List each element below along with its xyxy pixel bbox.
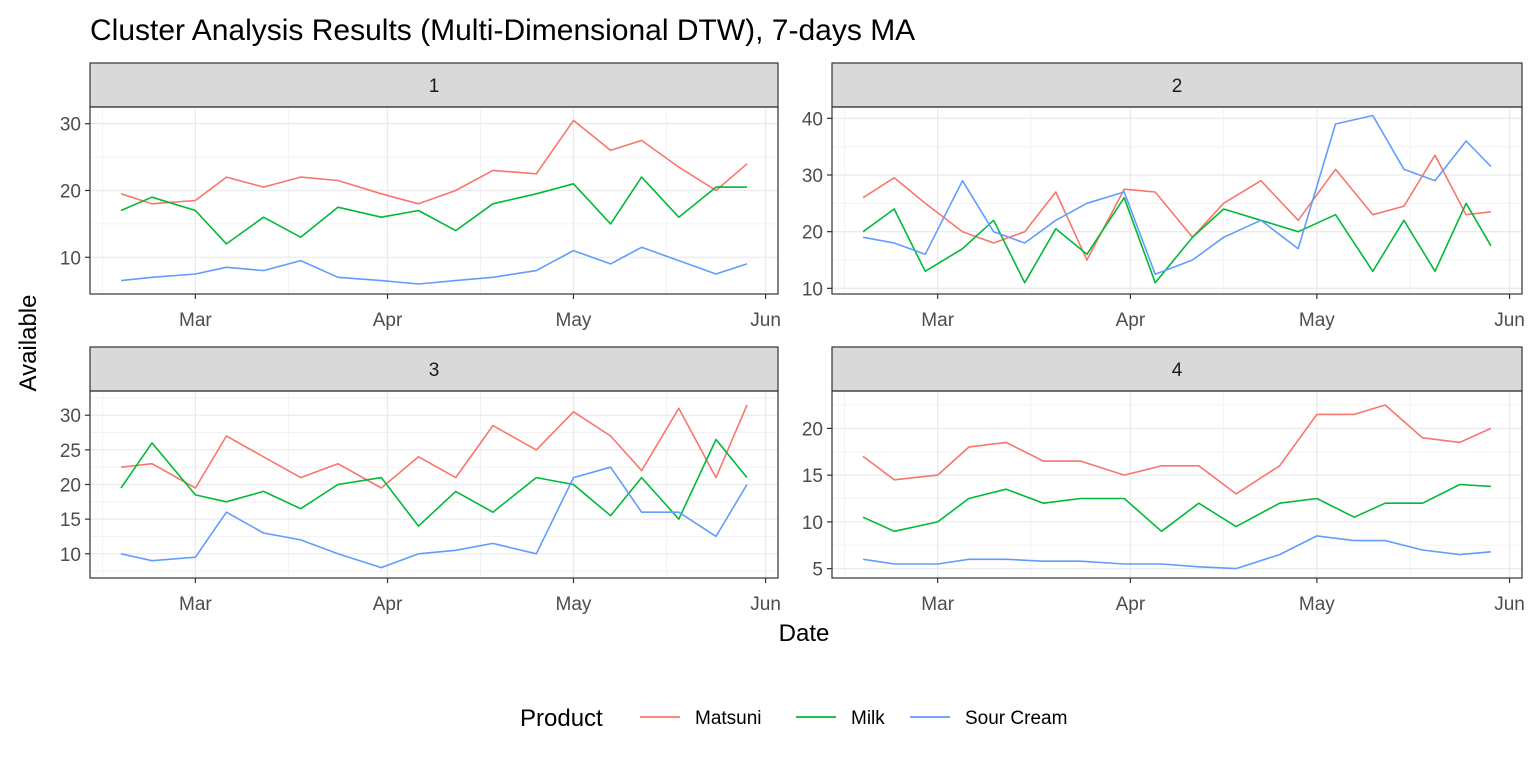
panel-4: 4 5 10 15 20 Mar Apr May Jun: [802, 346, 1525, 615]
panel-border: [89, 106, 779, 295]
y-tick-label: 30: [60, 115, 81, 136]
y-tick-label: 20: [60, 181, 81, 202]
y-tick-label: 10: [802, 279, 823, 300]
series-matsuni: [120, 404, 748, 489]
x-tick-label: May: [1299, 594, 1335, 615]
x-tick-label: Jun: [750, 594, 781, 615]
legend: Product Matsuni Milk Sour Cream: [520, 705, 1067, 732]
strip-3: [89, 346, 779, 392]
y-tick-label: 40: [802, 109, 823, 130]
series-milk: [862, 483, 1491, 533]
legend-title: Product: [520, 705, 603, 732]
legend-label: Sour Cream: [965, 708, 1067, 729]
x-tick-label: May: [1299, 310, 1335, 331]
series-milk: [120, 438, 748, 527]
strip-label: 4: [1172, 360, 1183, 381]
y-tick-label: 10: [60, 248, 81, 269]
x-tick-label: Apr: [373, 594, 403, 615]
x-tick-label: Apr: [1116, 594, 1146, 615]
chart-title: Cluster Analysis Results (Multi-Dimensio…: [90, 14, 915, 47]
series-matsuni: [862, 404, 1492, 495]
series-sour-cream: [120, 466, 748, 569]
x-tick-label: May: [556, 310, 592, 331]
x-tick-label: Jun: [1494, 310, 1525, 331]
series-matsuni: [120, 119, 748, 205]
strip-1: [89, 62, 779, 108]
series-milk: [862, 196, 1492, 284]
panel-2: 2 10 20 30 40 Mar Apr May Jun: [802, 62, 1525, 331]
y-tick-label: 30: [60, 406, 81, 427]
series-sour-cream: [120, 246, 748, 285]
x-tick-label: Mar: [179, 310, 212, 331]
grid: [832, 391, 1522, 578]
strip-4: [831, 346, 1523, 392]
strip-label: 1: [429, 76, 440, 97]
y-axis-title: Available: [15, 295, 42, 392]
y-tick-label: 20: [802, 419, 823, 440]
series-sour-cream: [862, 535, 1491, 570]
grid: [90, 107, 778, 294]
series-milk: [120, 176, 747, 245]
y-tick-label: 5: [812, 560, 823, 581]
x-tick-label: Apr: [1116, 310, 1146, 331]
panel-3: 3 10 15 20 25 30 Mar Apr May Jun: [60, 346, 781, 615]
y-tick-label: 10: [60, 545, 81, 566]
x-tick-label: May: [556, 594, 592, 615]
grid: [90, 391, 778, 578]
x-axis-title: Date: [779, 620, 830, 647]
series-sour-cream: [862, 114, 1492, 276]
y-tick-label: 20: [802, 223, 823, 244]
x-tick-label: Mar: [179, 594, 212, 615]
strip-label: 3: [429, 360, 440, 381]
panel-border: [831, 106, 1523, 295]
legend-label: Milk: [851, 708, 885, 729]
x-tick-label: Apr: [373, 310, 403, 331]
panel-border: [831, 390, 1523, 579]
x-tick-label: Jun: [1494, 594, 1525, 615]
strip-label: 2: [1172, 76, 1183, 97]
x-tick-label: Mar: [921, 594, 954, 615]
panel-1: 1 10 20 30 Mar Apr May Jun: [60, 62, 781, 331]
y-tick-label: 15: [802, 466, 823, 487]
x-tick-label: Jun: [750, 310, 781, 331]
strip-2: [831, 62, 1523, 108]
y-tick-label: 20: [60, 476, 81, 497]
panels: 1 10 20 30 Mar Apr May Jun 2 10 20 30 40 Mar Apr May Jun…: [60, 62, 1525, 615]
legend-label: Matsuni: [695, 708, 762, 729]
y-tick-label: 10: [802, 513, 823, 534]
y-tick-label: 25: [60, 441, 81, 462]
y-tick-label: 30: [802, 166, 823, 187]
y-tick-label: 15: [60, 510, 81, 531]
x-tick-label: Mar: [921, 310, 954, 331]
series-matsuni: [862, 154, 1491, 261]
